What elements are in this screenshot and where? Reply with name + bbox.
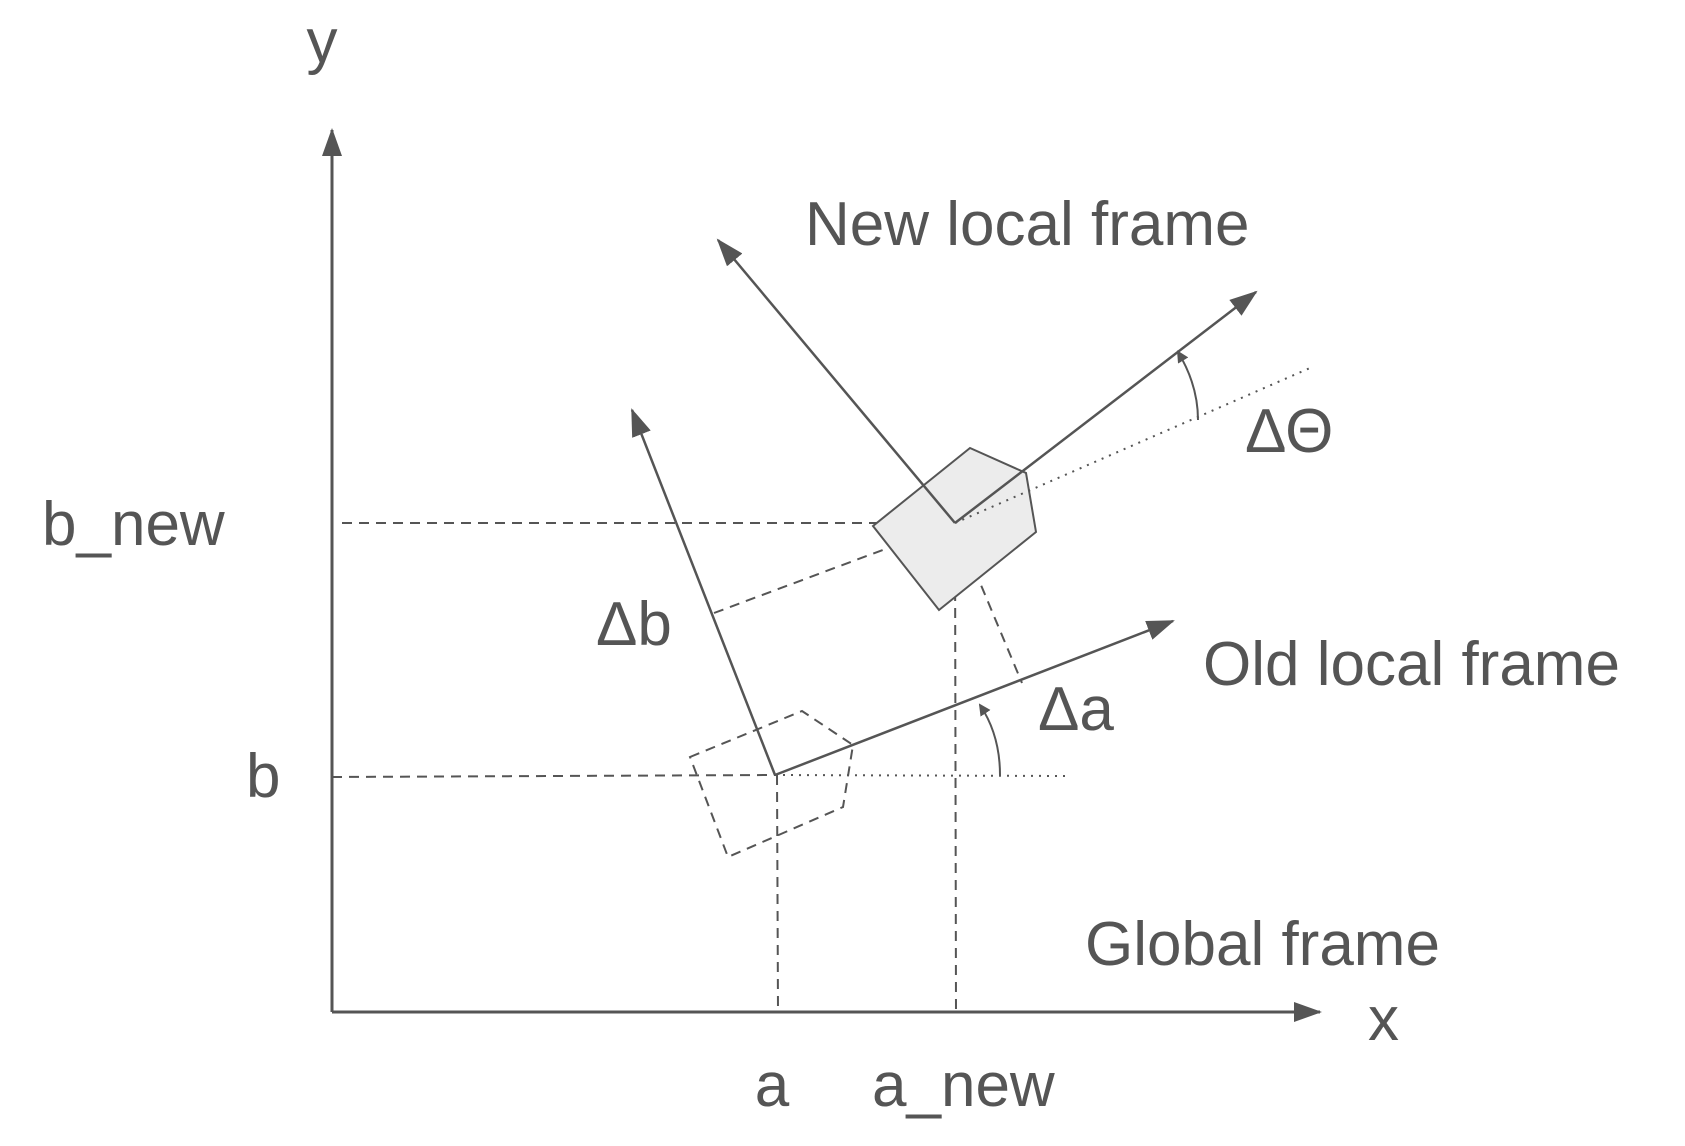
a-projection-line bbox=[776, 774, 779, 1013]
a-new-label: a_new bbox=[872, 1051, 1055, 1120]
old-local-frame-label: Old local frame bbox=[1203, 630, 1620, 699]
a-new-projection-line bbox=[954, 522, 957, 1013]
new-local-x-axis bbox=[954, 290, 1258, 524]
delta-theta-arc bbox=[1176, 350, 1199, 421]
delta-a-label: Δa bbox=[1038, 675, 1114, 744]
delta-b-label: Δb bbox=[596, 590, 672, 659]
new-angle-reference-line bbox=[954, 367, 1311, 524]
b-label: b bbox=[246, 742, 280, 811]
old-body-outline bbox=[688, 709, 855, 859]
new-local-y-axis bbox=[716, 238, 956, 524]
delta-b-offset-line bbox=[713, 522, 956, 614]
delta-theta-label: ΔΘ bbox=[1245, 397, 1333, 466]
old-angle-reference-line bbox=[774, 774, 1066, 777]
b-projection-line bbox=[331, 774, 776, 778]
old-local-y-axis bbox=[630, 408, 777, 776]
delta-a-offset-line bbox=[954, 522, 1023, 684]
old-local-x-axis bbox=[774, 619, 1175, 777]
global-frame-label: Global frame bbox=[1085, 910, 1440, 979]
new-body-shape bbox=[871, 446, 1038, 612]
b-new-label: b_new bbox=[42, 490, 225, 559]
y-axis-label: y bbox=[307, 7, 338, 76]
new-local-frame-label: New local frame bbox=[805, 190, 1249, 259]
x-axis-label: x bbox=[1368, 985, 1399, 1054]
a-label: a bbox=[755, 1051, 790, 1120]
old-angle-arc bbox=[978, 703, 1001, 776]
